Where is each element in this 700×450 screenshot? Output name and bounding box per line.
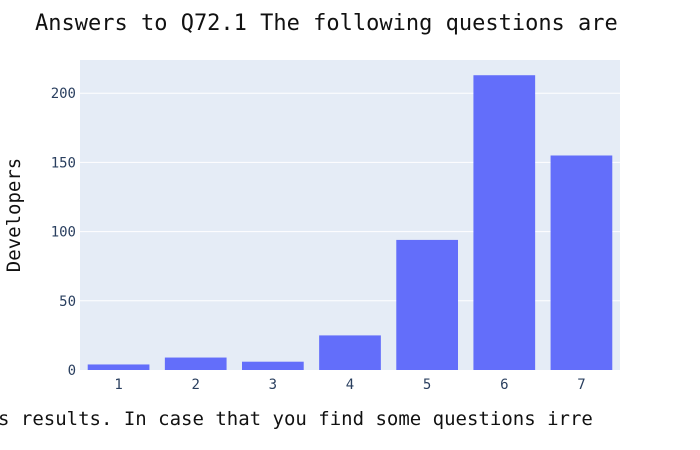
bars [87, 75, 613, 371]
x-tick-label: 1 [114, 377, 122, 393]
x-tick-label: 2 [191, 377, 199, 393]
bar-5 [396, 239, 458, 370]
y-tick-label: 0 [68, 363, 76, 379]
bar-6 [473, 75, 536, 371]
bar-2 [164, 357, 227, 370]
x-tick-label: 3 [269, 377, 277, 393]
plot-area [80, 60, 620, 370]
bar-7 [550, 155, 613, 370]
x-axis-label: s results. In case that you find some qu… [0, 408, 593, 430]
x-tick-label: 6 [500, 377, 508, 393]
bar-4 [319, 335, 381, 370]
y-axis-ticks: 0 50 100 150 200 [51, 86, 76, 379]
y-tick-label: 100 [51, 225, 76, 241]
x-tick-label: 4 [346, 377, 354, 393]
x-tick-label: 7 [577, 377, 585, 393]
bar-3 [242, 361, 304, 370]
y-tick-label: 150 [51, 155, 76, 171]
chart-title: Answers to Q72.1 The following questions… [35, 11, 618, 36]
y-tick-label: 200 [51, 86, 76, 102]
x-axis-ticks: 1 2 3 4 5 6 7 [114, 377, 585, 393]
bar-1 [87, 364, 150, 370]
x-tick-label: 5 [423, 377, 431, 393]
y-axis-label: Developers [3, 158, 25, 272]
y-tick-label: 50 [59, 294, 76, 310]
